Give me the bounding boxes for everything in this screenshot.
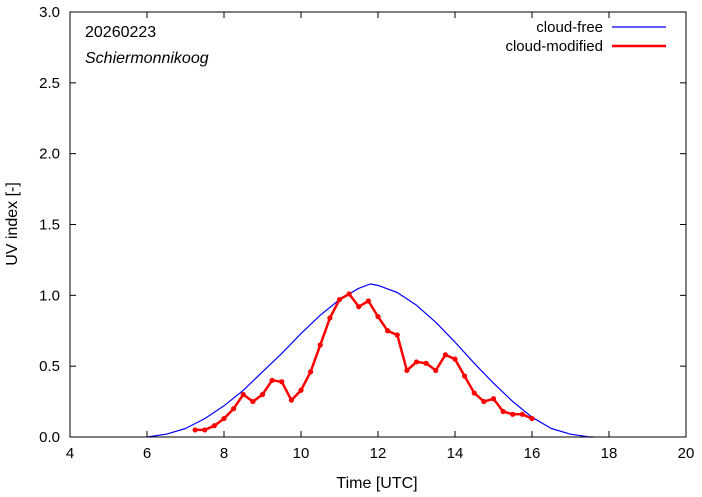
data-point-cloud-modified xyxy=(240,391,246,398)
data-point-cloud-modified xyxy=(375,313,381,320)
data-point-cloud-modified xyxy=(404,367,410,374)
data-point-cloud-modified xyxy=(490,396,497,402)
data-point-cloud-modified xyxy=(394,332,400,338)
data-point-cloud-modified xyxy=(413,359,420,365)
data-point-cloud-modified xyxy=(298,387,304,393)
data-point-cloud-modified xyxy=(481,398,487,405)
data-point-cloud-modified xyxy=(279,379,285,385)
x-tick-label: 14 xyxy=(447,445,464,462)
data-point-cloud-modified xyxy=(259,391,266,398)
data-point-cloud-modified xyxy=(327,315,333,321)
series-layer xyxy=(146,283,594,438)
data-point-cloud-modified xyxy=(365,298,371,304)
x-tick-label: 8 xyxy=(220,445,228,462)
data-point-cloud-modified xyxy=(529,415,535,422)
data-point-cloud-modified xyxy=(336,296,343,303)
data-point-cloud-modified xyxy=(192,427,198,433)
y-tick-label: 3.0 xyxy=(39,4,60,21)
data-point-cloud-modified xyxy=(269,377,275,383)
data-point-cloud-modified xyxy=(519,411,525,417)
x-tick-label: 4 xyxy=(66,445,74,462)
x-tick-label: 20 xyxy=(678,445,695,462)
y-tick-label: 0.5 xyxy=(39,358,60,375)
data-point-cloud-modified xyxy=(202,427,208,433)
data-point-cloud-modified xyxy=(231,406,237,412)
data-point-cloud-modified xyxy=(500,408,506,415)
y-tick-label: 1.0 xyxy=(39,287,60,304)
data-point-cloud-modified xyxy=(452,356,458,362)
tick-labels: 4 6 8 10 12 14 16 18 20 0.0 0.5 1.0 1.5 2.0 2.5 3.0 xyxy=(39,4,694,462)
data-point-cloud-modified xyxy=(317,342,323,348)
data-point-cloud-modified xyxy=(423,360,429,366)
data-point-cloud-modified xyxy=(308,369,314,375)
series-line-cloud-modified xyxy=(195,292,533,432)
data-point-cloud-modified xyxy=(346,291,352,297)
x-tick-label: 16 xyxy=(524,445,541,462)
data-point-cloud-modified xyxy=(385,328,391,334)
x-tick-label: 10 xyxy=(293,445,310,462)
data-point-cloud-modified xyxy=(221,415,227,422)
series-line-cloud-free xyxy=(146,283,594,438)
data-point-cloud-modified xyxy=(288,397,294,403)
legend-label-cloud-free: cloud-free xyxy=(536,19,603,36)
x-tick-label: 18 xyxy=(601,445,618,462)
station-label: Schiermonnikoog xyxy=(85,50,209,67)
data-point-cloud-modified xyxy=(433,367,439,374)
data-point-cloud-modified xyxy=(250,398,256,405)
y-tick-label: 2.0 xyxy=(39,146,60,163)
x-tick-label: 12 xyxy=(370,445,387,462)
data-point-cloud-modified xyxy=(356,304,362,310)
legend-label-cloud-modified: cloud-modified xyxy=(505,38,603,55)
axis-ticks xyxy=(69,11,687,438)
legend: cloud-free cloud-modified xyxy=(505,19,666,55)
y-axis-label: UV index [-] xyxy=(4,182,21,266)
x-tick-label: 6 xyxy=(143,445,151,462)
date-label: 20260223 xyxy=(85,24,156,41)
x-axis-label: Time [UTC] xyxy=(336,475,417,492)
data-point-cloud-modified xyxy=(462,373,468,379)
data-point-cloud-modified xyxy=(211,423,217,429)
data-point-cloud-modified xyxy=(442,352,448,358)
y-tick-label: 2.5 xyxy=(39,75,60,92)
plot-frame xyxy=(69,11,687,438)
y-tick-label: 1.5 xyxy=(39,217,60,234)
data-point-cloud-modified xyxy=(510,411,516,417)
data-point-cloud-modified xyxy=(471,390,477,396)
y-tick-label: 0.0 xyxy=(39,429,60,446)
